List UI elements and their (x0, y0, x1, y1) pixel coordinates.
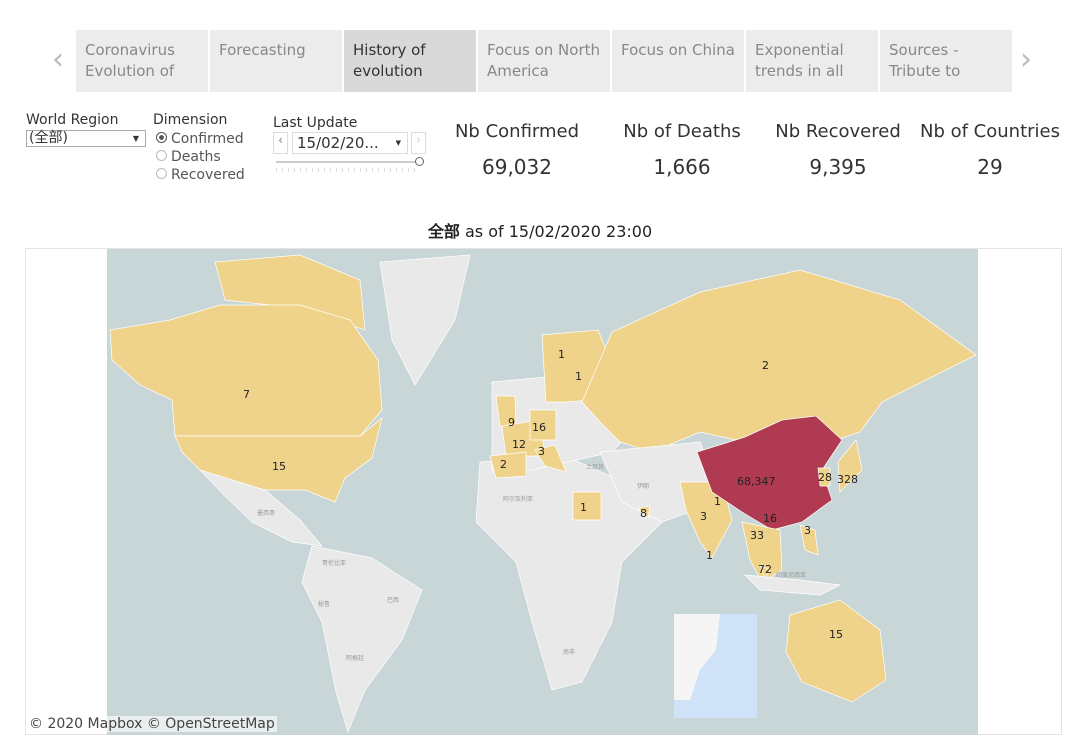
region-south-america (301, 545, 423, 734)
radio-label: Confirmed (171, 131, 244, 147)
region-egypt (572, 491, 602, 521)
label-france: 12 (512, 438, 526, 451)
label-russia: 2 (762, 359, 769, 372)
label-japan: 328 (837, 473, 858, 486)
region-uae (637, 505, 651, 519)
label-germany: 16 (532, 421, 546, 434)
radio-selected-icon (156, 132, 167, 143)
kpi-confirmed-label: Nb Confirmed (454, 121, 580, 142)
tabs-prev-arrow[interactable]: ‹ (52, 42, 64, 77)
label-india: 3 (700, 510, 707, 523)
label-philippines: 3 (804, 524, 811, 537)
region-greenland (379, 254, 471, 386)
kpi-recovered-value: 9,395 (809, 155, 867, 179)
tab-exponential-trends[interactable]: Exponential trends in all (746, 30, 878, 92)
radio-recovered[interactable]: Recovered (156, 166, 245, 184)
label-sri-lanka: 1 (706, 549, 713, 562)
kpi-recovered-label: Nb Recovered (775, 121, 901, 142)
tab-focus-china[interactable]: Focus on China (612, 30, 744, 92)
base-label: 伊朗 (637, 482, 649, 490)
chevron-down-icon: ▼ (395, 139, 401, 147)
country-value-labels: 7 15 1 1 9 16 12 3 2 1 2 8 3 1 1 68,347 … (243, 348, 858, 641)
date-slider-track[interactable] (276, 161, 420, 163)
kpi-deaths-value: 1,666 (653, 155, 711, 179)
radio-deaths[interactable]: Deaths (156, 148, 245, 166)
region-italy (534, 444, 567, 473)
region-philippines (799, 524, 819, 556)
region-southeast-asia (741, 521, 783, 583)
dimension-label: Dimension (153, 112, 228, 128)
radio-label: Recovered (171, 167, 245, 183)
label-singapore: 72 (758, 563, 772, 576)
label-australia: 15 (829, 628, 843, 641)
base-map-labels: 墨西哥 哥伦比亚 秘鲁 巴西 阿根廷 阿尔及利亚 土耳其 伊朗 南非 印度尼西亚 (257, 463, 806, 662)
tabs-next-arrow[interactable]: › (1020, 42, 1032, 77)
kpi-confirmed-value: 69,032 (482, 155, 552, 179)
region-singapore (759, 564, 771, 579)
tab-history-of-evolution[interactable]: History of evolution (344, 30, 476, 92)
label-sweden: 1 (558, 348, 565, 361)
label-canada: 7 (243, 388, 250, 401)
label-egypt: 1 (580, 501, 587, 514)
base-label: 墨西哥 (257, 510, 275, 517)
base-label: 印度尼西亚 (776, 571, 806, 579)
world-region-value: (全部) (29, 130, 68, 146)
world-region-label: World Region (26, 112, 119, 128)
radio-icon (156, 150, 167, 161)
tab-focus-north-america[interactable]: Focus on North America (478, 30, 610, 92)
date-next-button[interactable]: › (411, 132, 426, 154)
base-label: 南非 (563, 648, 575, 656)
region-usa (174, 417, 383, 503)
label-uk: 9 (508, 416, 515, 429)
tab-coronavirus-evolution[interactable]: Coronavirus Evolution of (76, 30, 208, 92)
base-label: 巴西 (387, 597, 399, 604)
label-nepal: 1 (714, 495, 721, 508)
kpi-deaths-label: Nb of Deaths (623, 121, 741, 142)
map-title-region: 全部 (427, 222, 460, 241)
base-label: 土耳其 (586, 463, 604, 471)
label-vietnam: 16 (763, 512, 777, 525)
world-map[interactable]: 7 15 1 1 9 16 12 3 2 1 2 8 3 1 1 68,347 … (25, 248, 1063, 736)
tab-forecasting[interactable]: Forecasting (210, 30, 342, 92)
base-label: 阿根廷 (346, 654, 364, 662)
label-usa: 15 (272, 460, 286, 473)
radio-confirmed[interactable]: Confirmed (156, 130, 245, 148)
base-label: 阿尔及利亚 (503, 495, 533, 503)
date-prev-button[interactable]: ‹ (273, 132, 288, 154)
label-korea: 28 (818, 471, 832, 484)
tab-sources[interactable]: Sources - Tribute to (880, 30, 1012, 92)
region-spain (489, 451, 527, 479)
world-region-select[interactable]: (全部) ▼ (26, 130, 146, 147)
label-thailand: 33 (750, 529, 764, 542)
label-italy: 3 (538, 445, 545, 458)
kpi-countries-value: 29 (977, 155, 1003, 179)
label-china: 68,347 (737, 475, 776, 488)
region-mexico (198, 469, 323, 547)
date-slider-handle[interactable] (415, 157, 424, 166)
kpi-countries-label: Nb of Countries (920, 121, 1060, 142)
map-title: 全部 as of 15/02/2020 23:00 (0, 218, 1080, 242)
date-value: 15/02/20... (297, 134, 379, 152)
region-germany (529, 409, 557, 441)
chevron-down-icon: ▼ (132, 134, 139, 143)
base-label: 秘鲁 (318, 600, 330, 608)
label-finland: 1 (575, 370, 582, 383)
date-select[interactable]: 15/02/20... ▼ (292, 132, 408, 154)
radio-icon (156, 168, 167, 179)
region-korea (817, 467, 831, 487)
base-label: 哥伦比亚 (322, 559, 346, 567)
map-attribution[interactable]: © 2020 Mapbox © OpenStreetMap (27, 716, 277, 732)
region-russia (581, 269, 977, 453)
region-indonesia (744, 574, 842, 596)
label-uae: 8 (640, 507, 647, 520)
label-spain: 2 (500, 458, 507, 471)
region-australia (785, 599, 887, 703)
map-title-date: as of 15/02/2020 23:00 (459, 222, 653, 241)
region-canada (109, 304, 383, 437)
radio-label: Deaths (171, 149, 221, 165)
region-japan (837, 439, 863, 493)
inset-land (674, 614, 720, 700)
last-update-label: Last Update (273, 115, 358, 131)
date-slider-ticks (276, 168, 420, 172)
